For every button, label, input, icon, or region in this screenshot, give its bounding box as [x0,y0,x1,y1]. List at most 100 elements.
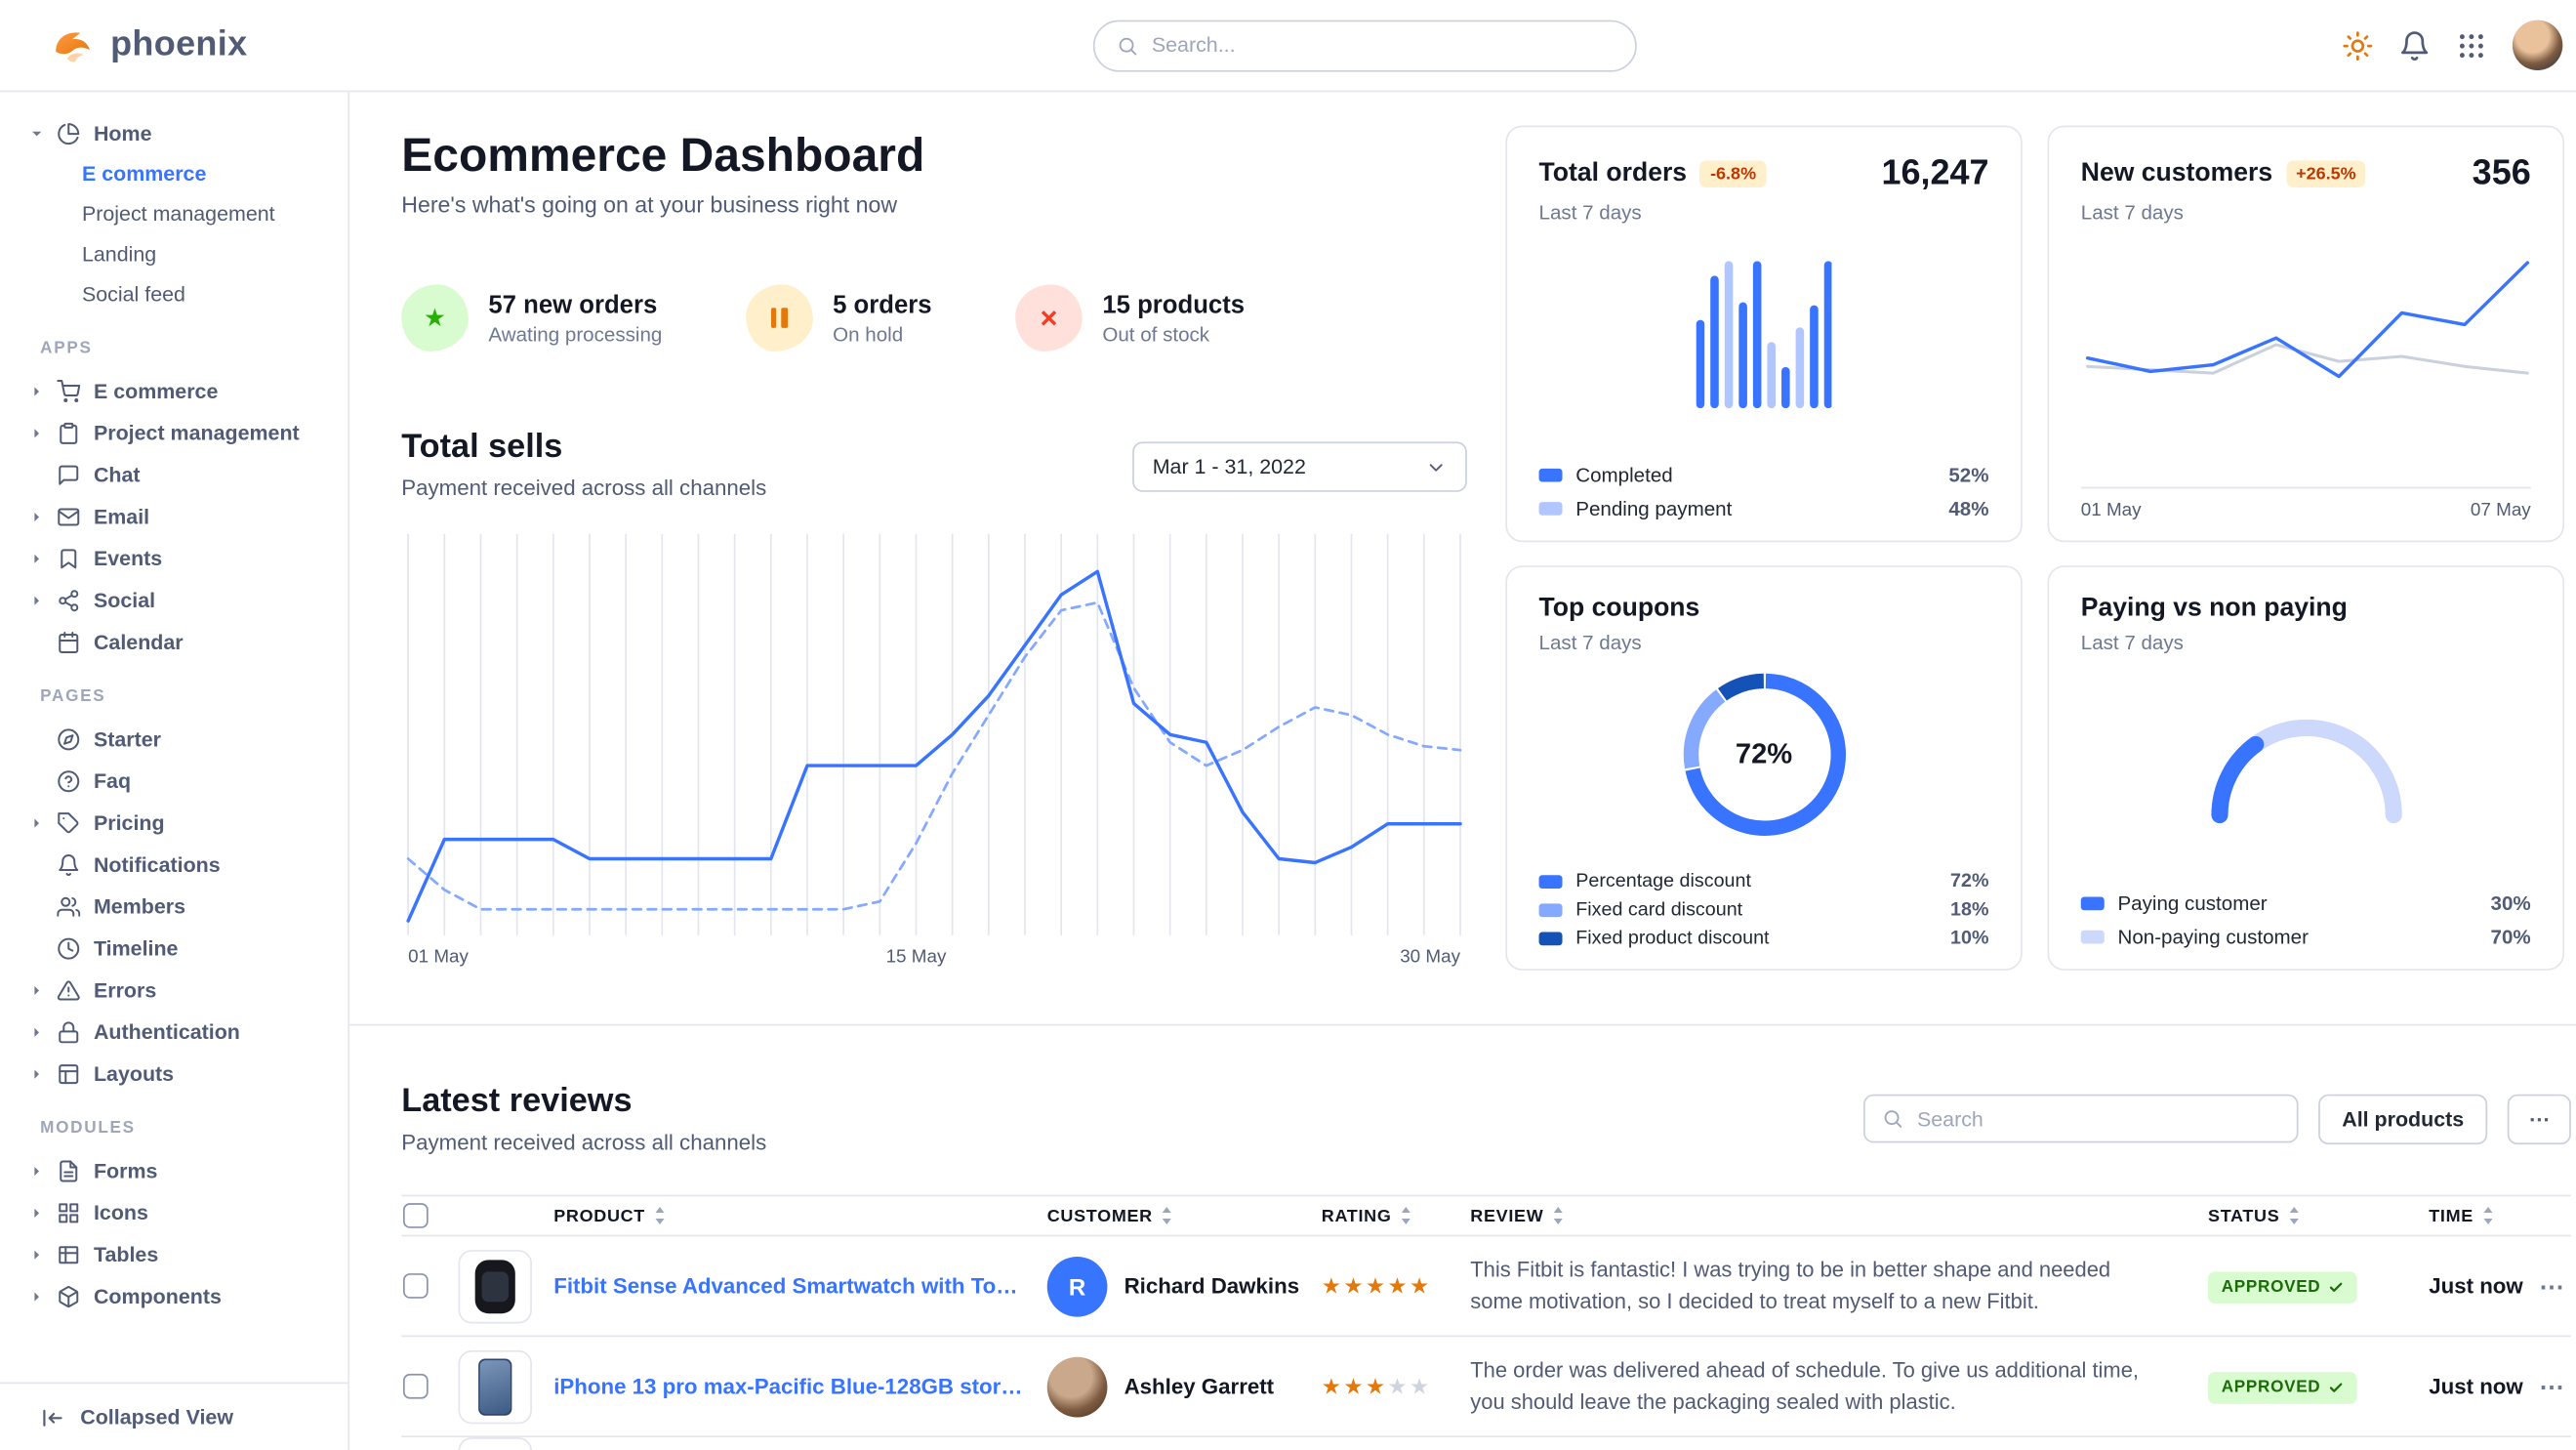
card-period: Last 7 days [2080,200,2184,225]
row-checkbox[interactable] [402,1373,429,1399]
collapsed-view-toggle[interactable]: Collapsed View [0,1382,348,1450]
legend-label: Percentage discount [1575,871,1751,892]
phoenix-logo-icon [50,22,95,67]
sort-icon [1400,1206,1411,1225]
select-all-checkbox[interactable] [402,1203,429,1228]
sun-icon [2343,30,2373,61]
sidebar-item-calendar[interactable]: Calendar [30,621,335,663]
row-actions-button[interactable]: ⋯ [2539,1373,2565,1402]
product-thumbnail [458,1249,532,1323]
sidebar-item-icons[interactable]: Icons [30,1191,335,1233]
reviews-search-input[interactable] [1916,1106,2280,1131]
legend-label: Paying customer [2117,891,2268,916]
legend-value: 72% [1950,871,1989,892]
sidebar-subitem-landing[interactable]: Landing [81,242,157,267]
sidebar-item-timeline[interactable]: Timeline [30,927,335,969]
legend-value: 48% [1948,496,1989,520]
layout-icon [59,1063,79,1084]
collapse-left-icon [43,1408,62,1427]
legend-item: Paying customer 30% [2080,891,2531,916]
nav-group-title: APPS [40,339,93,358]
customer-avatar: R [1046,1256,1108,1316]
alert-triangle-icon [57,979,80,1000]
sidebar-nav: Home E commerce Project management Landing S… [0,112,348,1383]
sidebar-subitem-project-management[interactable]: Project management [81,202,275,227]
sidebar-item-project-management[interactable]: Project management [30,412,335,454]
select-all-cell [401,1203,458,1228]
caret-icon [30,1164,45,1178]
sidebar-item-members[interactable]: Members [30,886,335,928]
sidebar-item-label: Errors [93,977,157,1002]
apps-menu-button[interactable] [2456,29,2488,62]
sidebar-item-components[interactable]: Components [30,1275,335,1317]
mail-icon [58,507,80,525]
row-actions-button[interactable]: ⋯ [2539,1272,2565,1302]
table-header: PRODUCT CUSTOMER RATING REVIEW STATUS TIME [401,1194,2571,1237]
row-select-cell [401,1273,458,1299]
sidebar-item-pricing[interactable]: Pricing [30,802,335,844]
column-header-customer[interactable]: CUSTOMER [1047,1206,1322,1225]
sidebar-item-e-commerce[interactable]: E commerce [30,370,335,412]
sidebar-item-label: Members [93,893,186,918]
column-header-status[interactable]: STATUS [2208,1206,2429,1225]
main-content: Ecommerce Dashboard Here's what's going … [349,92,2576,1450]
message-square-icon [59,464,79,484]
search-input[interactable] [1151,33,1614,58]
card-period: Last 7 days [2080,631,2184,655]
legend-item: Completed 52% [1538,464,1989,487]
total-sells-title: Total sells [401,428,563,466]
sidebar-item-forms[interactable]: Forms [30,1149,335,1191]
column-header-review[interactable]: REVIEW [1470,1206,2208,1225]
x-icon: × [1015,284,1083,352]
time-value: Just now [2429,1373,2523,1398]
product-link[interactable]: iPhone 13 pro max-Pacific Blue-128GB sto… [553,1373,1039,1399]
calendar-icon [59,631,79,653]
sidebar-item-events[interactable]: Events [30,537,335,579]
global-search[interactable] [1092,19,1637,71]
sidebar-item-starter[interactable]: Starter [30,718,335,760]
sidebar-item-email[interactable]: Email [30,495,335,537]
date-range-select[interactable]: Mar 1 - 31, 2022 [1132,441,1467,492]
caret-icon [30,1025,45,1039]
sidebar-subitem-social-feed[interactable]: Social feed [81,282,185,307]
column-header-product[interactable]: PRODUCT [553,1206,1047,1225]
sidebar-item-faq[interactable]: Faq [30,760,335,802]
sidebar-item-layouts[interactable]: Layouts [30,1053,335,1095]
legend-label: Fixed card discount [1575,899,1743,921]
sidebar-item-label: Calendar [93,630,184,654]
legend-item: Percentage discount 72% [1538,871,1989,892]
legend-label: Pending payment [1575,496,1733,520]
reviews-search[interactable] [1863,1094,2299,1143]
theme-toggle-button[interactable] [2342,29,2374,62]
check-icon [2330,1281,2343,1292]
sort-icon [1552,1206,1564,1225]
all-products-filter[interactable]: All products [2318,1093,2488,1144]
sidebar-item-social[interactable]: Social [30,579,335,621]
row-checkbox[interactable] [402,1273,429,1299]
sidebar-item-tables[interactable]: Tables [30,1233,335,1275]
dashboard-overview: Ecommerce Dashboard Here's what's going … [349,92,2576,1026]
sidebar-item-home[interactable]: Home [30,112,335,154]
lock-icon [59,1020,79,1043]
search-icon [1117,34,1138,56]
notifications-button[interactable] [2398,29,2431,62]
avatar[interactable] [2512,20,2563,70]
sidebar-item-authentication[interactable]: Authentication [30,1011,335,1053]
sidebar-item-label: Events [93,546,163,570]
revi2ws-more-button[interactable]: ⋯ [2507,1093,2571,1144]
sidebar-item-notifications[interactable]: Notifications [30,844,335,886]
sidebar-item-chat[interactable]: Chat [30,453,335,495]
brand-logo[interactable]: phoenix [50,22,247,67]
sidebar-item-errors[interactable]: Errors [30,969,335,1011]
column-header-time[interactable]: TIME [2429,1206,2532,1225]
stat-caption: Out of stock [1102,321,1210,346]
card-top-coupons: Top coupons Last 7 days 72% Percentage d… [1505,565,2023,971]
axis-label: 07 May [2470,500,2531,520]
time-value: Just now [2429,1272,2523,1298]
product-link[interactable]: Fitbit Sense Advanced Smartwatch with To… [553,1273,1047,1299]
sidebar-subitem-e-commerce[interactable]: E commerce [81,162,207,186]
sidebar-item-label: Forms [93,1158,158,1182]
total-sells-chart: 01 May 15 May 30 May [401,533,1467,977]
column-header-rating[interactable]: RATING [1322,1206,1471,1225]
nav-group-title: PAGES [40,687,106,707]
